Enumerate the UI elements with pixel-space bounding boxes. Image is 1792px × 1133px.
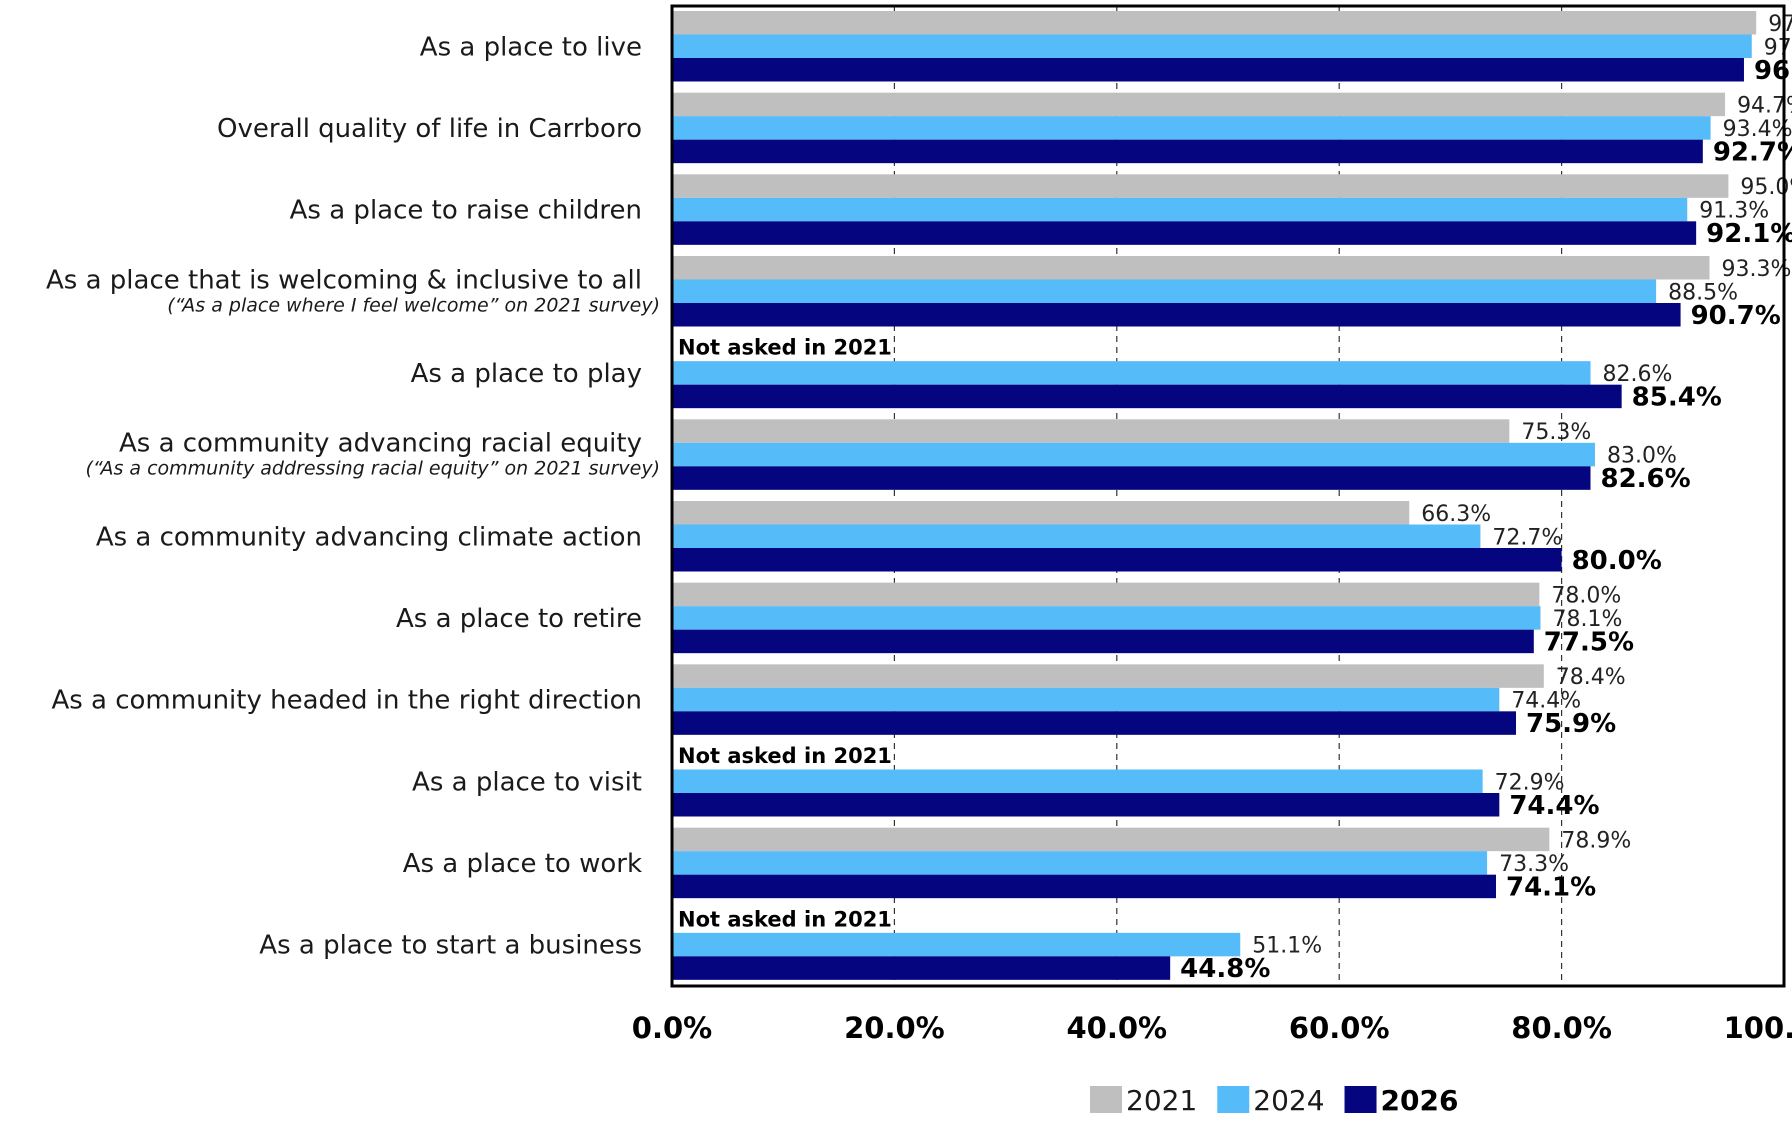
not-asked-note: Not asked in 2021 <box>678 744 892 768</box>
value-label-2026: 92.7% <box>1713 137 1792 167</box>
value-label-2024: 93.4% <box>1723 117 1792 142</box>
legend-swatch-2021 <box>1090 1086 1122 1113</box>
value-label-2026: 80.0% <box>1572 546 1662 576</box>
bar-2024 <box>672 34 1752 58</box>
x-tick-label: 100.0% <box>1724 1011 1792 1045</box>
legend-label-2021: 2021 <box>1126 1084 1197 1117</box>
bar-2024 <box>672 197 1688 222</box>
category-label: As a community advancing climate action <box>96 522 642 552</box>
value-label-2021: 97.5% <box>1768 12 1792 37</box>
bar-2024 <box>672 687 1500 712</box>
not-asked-note: Not asked in 2021 <box>678 336 892 360</box>
category-label: As a place to start a business <box>259 931 642 961</box>
bar-2021 <box>672 92 1726 117</box>
bar-2024 <box>672 279 1657 303</box>
bar-2021 <box>672 256 1710 280</box>
legend-swatch-2026 <box>1344 1086 1377 1113</box>
value-label-2021: 66.3% <box>1421 502 1491 527</box>
bar-2021 <box>672 174 1729 198</box>
value-label-2024: 72.9% <box>1495 770 1565 795</box>
bar-2021 <box>672 11 1757 35</box>
bar-2026 <box>672 548 1562 572</box>
bar-2024 <box>672 442 1595 467</box>
category-note: (“As a community addressing racial equit… <box>85 458 660 480</box>
legend-label-2026: 2026 <box>1381 1084 1459 1117</box>
value-label-2024: 91.3% <box>1699 199 1769 224</box>
value-label-2026: 85.4% <box>1632 382 1722 412</box>
bar-2026 <box>672 956 1171 980</box>
x-tick-label: 20.0% <box>844 1011 945 1045</box>
bar-2026 <box>672 58 1744 82</box>
bar-2021 <box>672 419 1510 443</box>
bar-2026 <box>672 384 1622 409</box>
bar-2026 <box>672 711 1517 735</box>
bar-2026 <box>672 629 1534 654</box>
bar-2026 <box>672 793 1500 817</box>
value-label-2024: 83.0% <box>1607 444 1677 469</box>
value-label-2026: 90.7% <box>1691 301 1781 331</box>
value-label-2026: 44.8% <box>1180 954 1270 984</box>
value-label-2026: 75.9% <box>1526 709 1616 739</box>
bar-2026 <box>672 139 1703 164</box>
category-label: As a place to play <box>411 359 642 389</box>
bar-2021 <box>672 827 1550 852</box>
bar-2021 <box>672 501 1410 525</box>
value-label-2024: 82.6% <box>1603 362 1673 387</box>
value-label-2024: 72.7% <box>1492 525 1562 550</box>
legend-label-2024: 2024 <box>1253 1084 1324 1117</box>
category-label: As a place to retire <box>396 604 642 634</box>
legend-swatch-2024 <box>1217 1086 1250 1113</box>
value-label-2024: 97.1% <box>1764 35 1792 60</box>
x-tick-label: 0.0% <box>632 1011 712 1045</box>
bar-2026 <box>672 874 1496 899</box>
value-label-2021: 78.0% <box>1551 583 1621 608</box>
value-label-2024: 73.3% <box>1499 852 1569 877</box>
value-label-2024: 51.1% <box>1252 934 1322 959</box>
not-asked-note: Not asked in 2021 <box>678 907 892 931</box>
x-tick-label: 40.0% <box>1066 1011 1167 1045</box>
bar-2024 <box>672 116 1711 140</box>
category-label: As a place that is welcoming & inclusive… <box>46 265 642 295</box>
bar-2024 <box>672 769 1483 793</box>
value-label-2021: 93.3% <box>1721 257 1791 282</box>
bar-2024 <box>672 524 1481 548</box>
value-label-2026: 96.4% <box>1754 56 1792 86</box>
category-label: As a place to work <box>403 849 642 879</box>
value-label-2021: 78.4% <box>1556 665 1626 690</box>
category-label: As a place to visit <box>412 767 642 797</box>
x-tick-label: 60.0% <box>1289 1011 1390 1045</box>
bar-2026 <box>672 221 1697 245</box>
value-label-2026: 74.1% <box>1506 872 1596 902</box>
category-note: (“As a place where I feel welcome” on 20… <box>167 294 660 316</box>
bar-2021 <box>672 664 1544 688</box>
category-label: As a community advancing racial equity <box>119 429 642 459</box>
value-label-2024: 88.5% <box>1668 280 1738 305</box>
value-label-2026: 92.1% <box>1706 219 1792 249</box>
category-label: As a place to live <box>420 32 642 62</box>
value-label-2026: 74.4% <box>1509 791 1599 821</box>
category-label: Overall quality of life in Carrboro <box>217 114 642 144</box>
bar-2024 <box>672 606 1541 630</box>
value-label-2026: 77.5% <box>1544 627 1634 657</box>
category-label: As a community headed in the right direc… <box>51 686 642 716</box>
plot-frame <box>670 4 1786 988</box>
bar-2021 <box>672 582 1540 607</box>
bar-2024 <box>672 932 1241 957</box>
value-label-2024: 78.1% <box>1552 607 1622 632</box>
bar-2026 <box>672 303 1681 327</box>
value-label-2024: 74.4% <box>1511 689 1581 714</box>
bar-2024 <box>672 361 1591 385</box>
bar-2026 <box>672 466 1591 490</box>
value-label-2026: 82.6% <box>1601 464 1691 494</box>
x-tick-label: 80.0% <box>1511 1011 1612 1045</box>
value-label-2021: 78.9% <box>1561 828 1631 853</box>
bar-2024 <box>672 851 1488 875</box>
value-label-2021: 75.3% <box>1521 420 1591 445</box>
category-label: As a place to raise children <box>290 196 642 226</box>
